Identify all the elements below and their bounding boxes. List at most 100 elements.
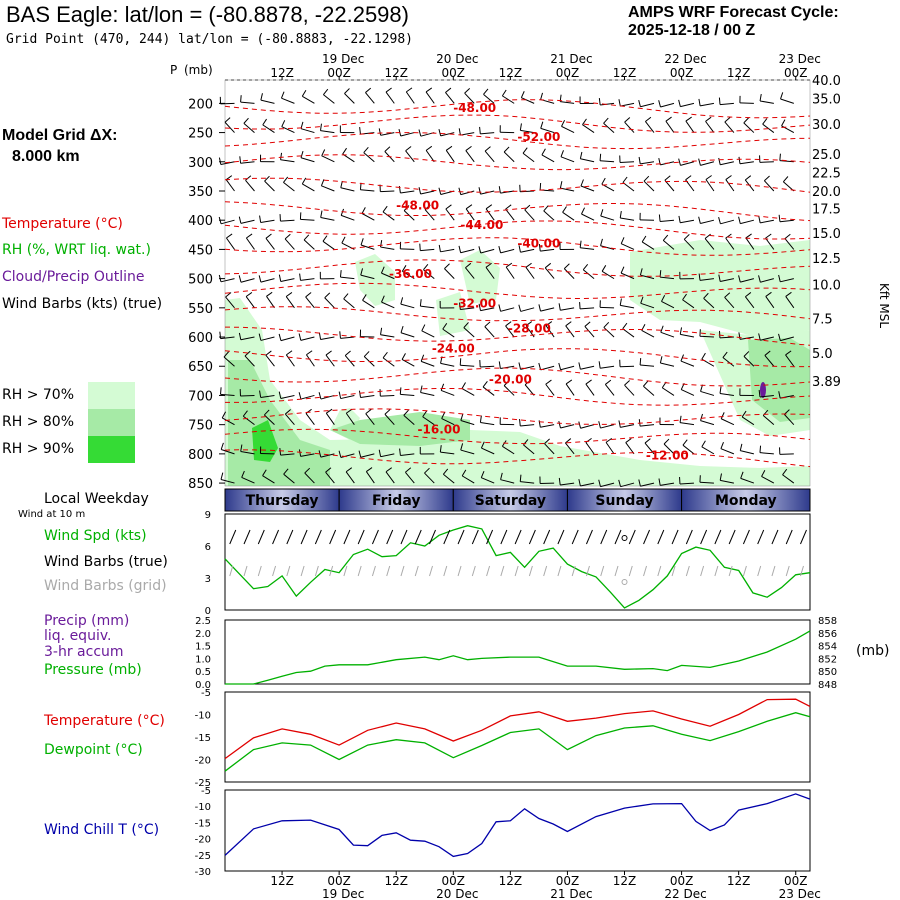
wind-barb-feather (461, 469, 467, 477)
wind-barb (644, 438, 655, 455)
wind-barb-feather (258, 275, 262, 283)
wind-barb-feather (518, 304, 522, 312)
wind-barb-feather (538, 244, 541, 252)
wind-barb (618, 99, 635, 107)
wind-barb-feather (260, 93, 263, 101)
surface-wind-barb (671, 529, 679, 545)
wind-barb (343, 293, 355, 309)
wind-barb-feather (738, 216, 741, 224)
wind-barb (705, 175, 715, 192)
weekday-label: Sunday (595, 493, 653, 509)
pressure-tick-label-right: 854 (818, 642, 837, 653)
wind-barb-shaft (765, 296, 775, 309)
wind-barb-feather (778, 274, 781, 282)
wind-barb-shaft (600, 102, 615, 106)
wind-barb-shaft (740, 219, 754, 225)
wind-barb-feather (399, 387, 402, 395)
time-tick-label-top: 12Z (499, 66, 523, 80)
wind-barb-shaft (484, 326, 495, 338)
wind-barb-feather (501, 89, 507, 97)
wind-barb-feather (745, 292, 752, 298)
wind-barb (325, 408, 335, 425)
wind-barb-feather (500, 472, 503, 480)
wind-barb-shaft (580, 247, 595, 250)
wind-barb-feather (679, 415, 682, 423)
wind-barb-feather (700, 413, 704, 421)
wind-barb-feather (238, 275, 242, 283)
wind-barb (643, 175, 655, 192)
wind-barb-shaft (322, 240, 335, 250)
pressure-panel-frame (224, 619, 811, 685)
wind-barb-feather (380, 240, 383, 248)
kft-tick-label: 10.0 (812, 278, 841, 293)
wind-barb-shaft (565, 325, 575, 338)
wind-barb-shaft (321, 185, 335, 192)
wind-barb (739, 388, 754, 396)
wind-barb (641, 324, 655, 338)
wind-barb-feather (363, 351, 370, 357)
wind-barb (598, 421, 615, 429)
surface-wind-barb (742, 529, 750, 545)
wind-barb (764, 350, 775, 367)
wind-barb (380, 327, 395, 338)
wind-barb-feather (603, 117, 609, 124)
wind-barb-feather (661, 294, 666, 302)
wind-barb (301, 177, 315, 192)
wind-barb (465, 145, 475, 163)
wind-barb (678, 215, 695, 224)
wind-barb (561, 119, 575, 134)
temperature-contour (224, 449, 811, 468)
wind-barb (479, 360, 495, 368)
surface-wind-barb (414, 529, 422, 545)
wind-barb (763, 175, 775, 192)
wind-barb-feather (603, 321, 610, 328)
rh-area-9 (330, 412, 470, 446)
wind-barb-shaft (560, 365, 575, 371)
wind-barb (603, 321, 615, 338)
wind-barb-shaft (785, 354, 795, 367)
wind-barb-feather (765, 291, 772, 297)
wind-barb-feather (339, 331, 341, 339)
wind-barb-shaft (221, 417, 235, 426)
grid-wind-barb (557, 565, 562, 577)
wind-barb-shaft (662, 387, 675, 396)
wind-barb-feather (380, 327, 383, 335)
wind-barb (762, 118, 775, 133)
wind-barb-shaft (441, 418, 455, 426)
wind-barb (358, 450, 375, 458)
wind-barb-feather (524, 204, 531, 211)
wind-barb-feather (319, 123, 322, 131)
wind-barb-feather (439, 445, 442, 453)
wind-barb (238, 332, 255, 341)
wind-barb-shaft (225, 296, 235, 309)
wind-barb-shaft (244, 355, 255, 367)
wind-barb-feather (283, 468, 289, 475)
wind-barb-shaft (260, 278, 275, 283)
wind-barb-shaft (300, 157, 315, 163)
kft-tick-label: 12.5 (812, 252, 841, 267)
grid-wind-barb (257, 565, 262, 577)
wind-barb (718, 216, 735, 225)
temperature-contour (224, 282, 811, 300)
grid-wind-barb (357, 565, 362, 577)
wind-barb (501, 89, 515, 104)
pressure-tick-label-right: 858 (818, 616, 837, 627)
wind-barb (638, 99, 655, 108)
wind-barb-feather (541, 148, 546, 156)
wind-barb-shaft (460, 307, 475, 311)
wind-barb-shaft (760, 278, 774, 283)
wind-barb-shaft (385, 91, 395, 104)
wind-barb-shaft (620, 365, 635, 368)
wind-barb (664, 175, 675, 192)
windchill-tick-label: -20 (195, 835, 211, 846)
wind-barb (658, 100, 675, 108)
wind-barb-feather (764, 350, 771, 356)
surface-wind-barb (257, 529, 265, 545)
wind-barb-shaft (240, 450, 255, 455)
legend-rh: RH (%, WRT liq. wat.) (2, 242, 151, 258)
wind-barb-shaft (262, 475, 275, 484)
wind-barb (285, 350, 295, 367)
wind-barb-feather (325, 467, 332, 473)
wind-barb-shaft (500, 365, 515, 369)
surface-wind-barb (514, 529, 522, 545)
